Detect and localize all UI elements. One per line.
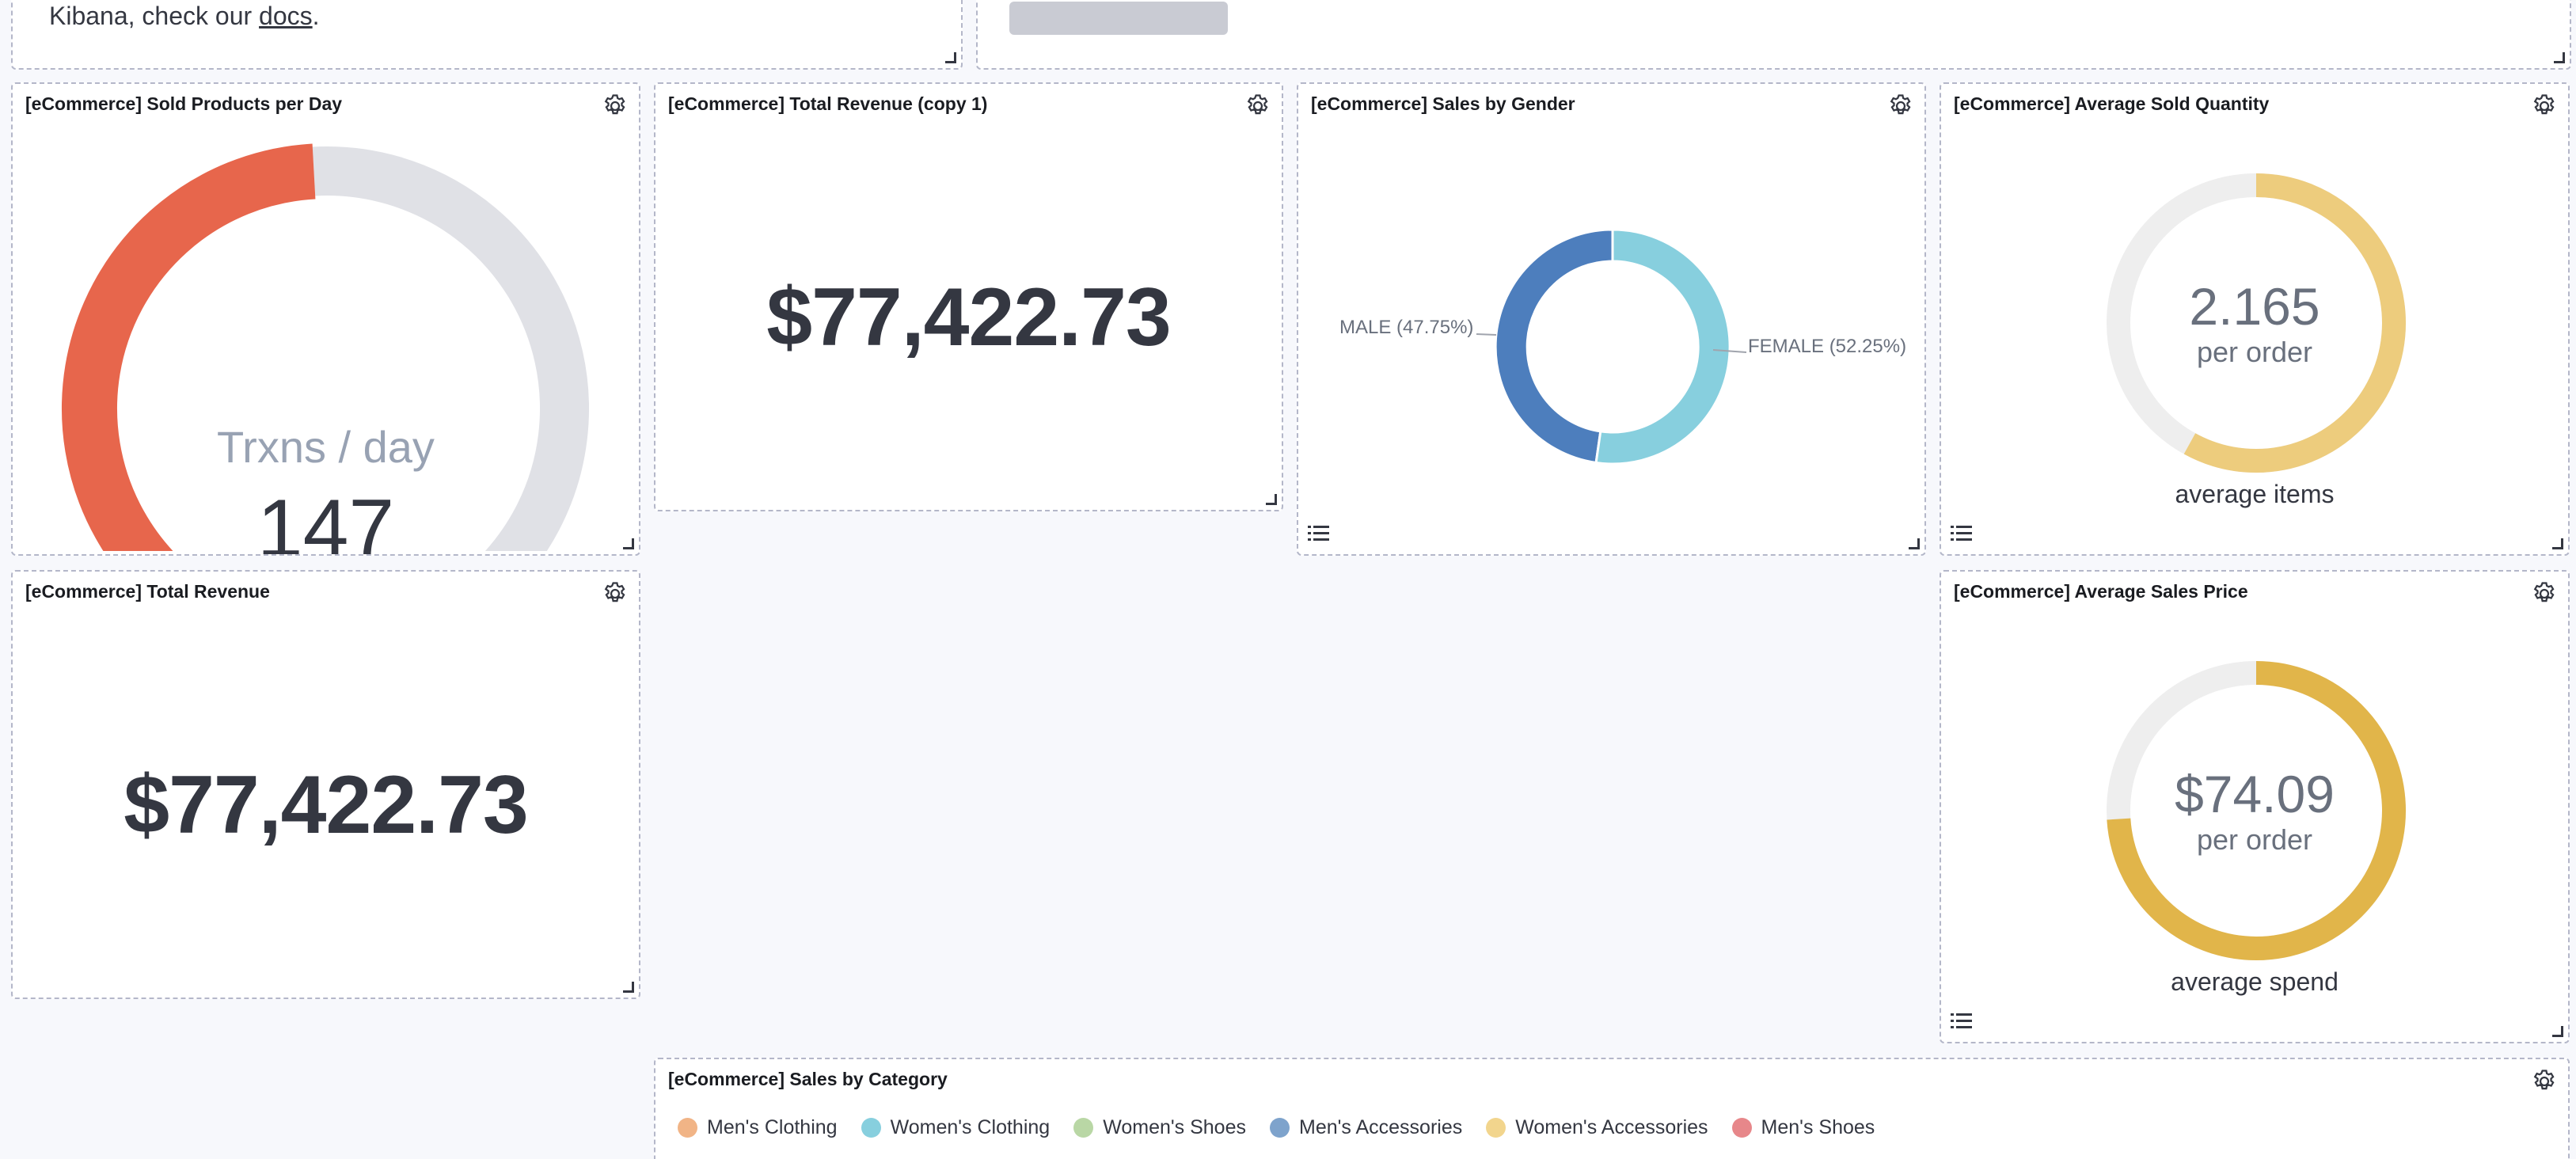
- gauge-label: Trxns / day: [217, 422, 435, 472]
- markdown-text: Kibana, check our docs.: [49, 2, 320, 31]
- ring-chart: [2107, 661, 2406, 960]
- ring-caption: average items: [2175, 480, 2335, 508]
- gauge-chart: [61, 143, 590, 551]
- legend-item-mens-shoes[interactable]: Men's Shoes: [1731, 1116, 1875, 1139]
- markdown-panel: Kibana, check our docs.: [11, 0, 963, 70]
- legend-dot: [1731, 1118, 1752, 1138]
- list-icon[interactable]: [1951, 524, 1974, 545]
- leader-line-female: [1712, 349, 1747, 353]
- gauge-fill: [61, 143, 316, 551]
- resize-handle-icon[interactable]: [2554, 52, 2565, 63]
- slice-label-male: MALE (47.75%): [1339, 317, 1474, 338]
- panel-total-revenue: [eCommerce] Total Revenue $77,422.73: [11, 570, 640, 999]
- legend-item-womens-shoes[interactable]: Women's Shoes: [1073, 1116, 1246, 1139]
- ring-unit: per order: [2196, 823, 2313, 856]
- legend-label: Men's Clothing: [707, 1116, 838, 1138]
- panel-title: [eCommerce] Average Sales Price: [1954, 581, 2248, 602]
- donut-slice-male: [1494, 228, 1614, 465]
- category-legend: Men's Clothing Women's Clothing Women's …: [678, 1116, 1875, 1139]
- donut-slice-female: [1594, 228, 1731, 466]
- gear-icon[interactable]: [1242, 90, 1274, 122]
- slice-label-female: FEMALE (52.25%): [1748, 336, 1907, 357]
- resize-handle-icon[interactable]: [1266, 494, 1277, 505]
- list-icon[interactable]: [1308, 524, 1332, 545]
- gear-icon[interactable]: [2529, 578, 2560, 610]
- gear-icon[interactable]: [2529, 90, 2560, 122]
- panel-title: [eCommerce] Total Revenue (copy 1): [668, 93, 988, 114]
- panel-title: [eCommerce] Sales by Category: [668, 1069, 948, 1089]
- resize-handle-icon[interactable]: [2552, 1026, 2563, 1037]
- metric-value: $77,422.73: [123, 759, 529, 851]
- ring-fill: [2107, 173, 2406, 473]
- legend-item-mens-clothing[interactable]: Men's Clothing: [678, 1116, 838, 1139]
- gear-icon[interactable]: [599, 578, 631, 610]
- legend-label: Men's Shoes: [1761, 1116, 1875, 1138]
- gear-icon[interactable]: [2529, 1066, 2560, 1097]
- markdown-text-suffix: .: [312, 2, 320, 30]
- panel-sales-by-gender: [eCommerce] Sales by Gender MALE (47.75%…: [1297, 82, 1926, 556]
- legend-label: Men's Accessories: [1299, 1116, 1463, 1138]
- panel-sales-by-category: [eCommerce] Sales by Category Men's Clot…: [654, 1058, 2570, 1159]
- legend-item-mens-accessories[interactable]: Men's Accessories: [1270, 1116, 1462, 1139]
- legend-label: Women's Accessories: [1515, 1116, 1708, 1138]
- legend-label: Women's Clothing: [890, 1116, 1051, 1138]
- markdown-text-prefix: Kibana, check our: [49, 2, 260, 30]
- gear-icon[interactable]: [1885, 90, 1917, 122]
- legend-dot: [678, 1118, 697, 1138]
- resize-handle-icon[interactable]: [623, 538, 634, 549]
- ring-value: $74.09: [2175, 765, 2335, 823]
- gauge-value: 147: [256, 483, 395, 556]
- panel-title: [eCommerce] Average Sold Quantity: [1954, 93, 2270, 114]
- metric-value: $77,422.73: [766, 272, 1172, 363]
- resize-handle-icon[interactable]: [623, 982, 634, 993]
- panel-title: [eCommerce] Sales by Gender: [1311, 93, 1575, 114]
- placeholder-button[interactable]: [1009, 2, 1228, 35]
- panel-average-sold-quantity: [eCommerce] Average Sold Quantity 2.165 …: [1940, 82, 2570, 556]
- legend-dot: [1073, 1118, 1094, 1138]
- ring-unit: per order: [2196, 336, 2313, 368]
- docs-link[interactable]: docs: [259, 2, 313, 30]
- legend-label: Women's Shoes: [1103, 1116, 1246, 1138]
- legend-dot: [861, 1118, 881, 1138]
- legend-item-womens-clothing[interactable]: Women's Clothing: [861, 1116, 1051, 1139]
- resize-handle-icon[interactable]: [2552, 538, 2563, 549]
- gauge-track: [312, 146, 590, 551]
- legend-dot: [1486, 1118, 1506, 1138]
- resize-handle-icon[interactable]: [1909, 538, 1920, 549]
- panel-title: [eCommerce] Sold Products per Day: [25, 93, 343, 114]
- donut-chart: [1476, 228, 1747, 466]
- leader-line-male: [1476, 333, 1497, 336]
- ring-value: 2.165: [2189, 277, 2320, 336]
- resize-handle-icon[interactable]: [945, 52, 956, 63]
- ring-chart: [2107, 173, 2406, 473]
- list-icon[interactable]: [1951, 1012, 1974, 1032]
- legend-item-womens-accessories[interactable]: Women's Accessories: [1486, 1116, 1708, 1139]
- top-right-panel: [976, 0, 2571, 70]
- panel-total-revenue-copy: [eCommerce] Total Revenue (copy 1) $77,4…: [654, 82, 1283, 511]
- legend-dot: [1270, 1118, 1290, 1138]
- panel-sold-products-per-day: [eCommerce] Sold Products per Day Trxns …: [11, 82, 640, 556]
- ring-caption: average spend: [2171, 967, 2339, 996]
- panel-title: [eCommerce] Total Revenue: [25, 581, 270, 602]
- gear-icon[interactable]: [599, 90, 631, 122]
- panel-average-sales-price: [eCommerce] Average Sales Price $74.09 p…: [1940, 570, 2570, 1043]
- ring-fill: [2107, 661, 2406, 960]
